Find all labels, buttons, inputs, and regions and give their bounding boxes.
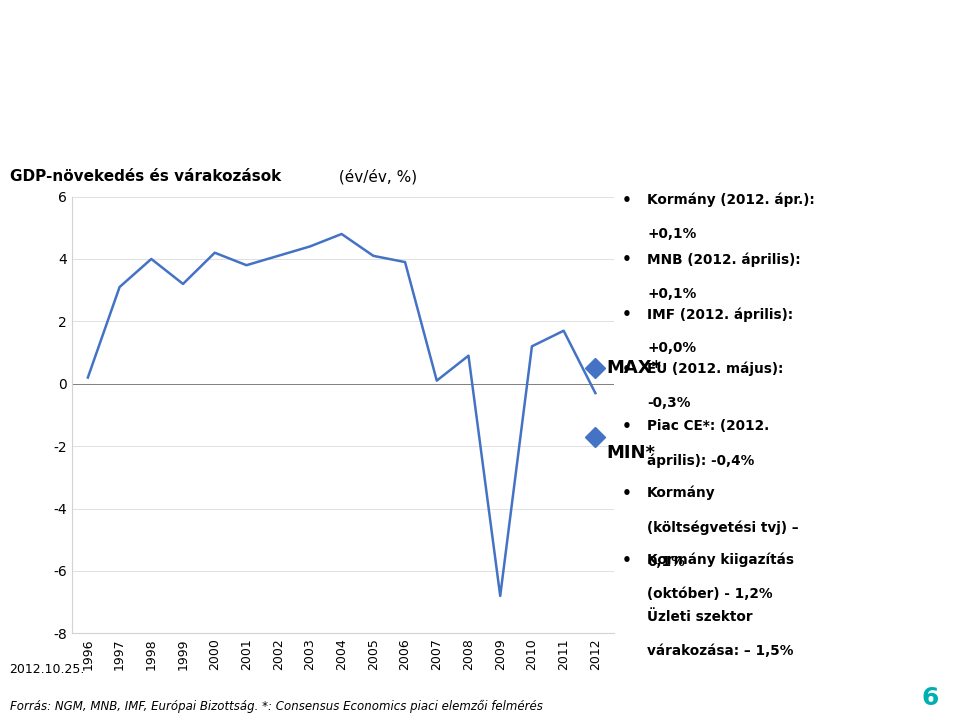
Text: Kormány: Kormány bbox=[647, 486, 715, 500]
Text: +0,0%: +0,0% bbox=[647, 341, 696, 355]
Text: (költségvetési tvj) –: (költségvetési tvj) – bbox=[647, 521, 799, 535]
Text: •: • bbox=[622, 419, 632, 434]
Text: 0,1%: 0,1% bbox=[647, 555, 684, 569]
Text: EU (2012. május):: EU (2012. május): bbox=[647, 362, 783, 376]
Text: Üzleti szektor: Üzleti szektor bbox=[647, 610, 753, 624]
Text: (október) - 1,2%: (október) - 1,2% bbox=[647, 587, 773, 601]
Text: (év/év, %): (év/év, %) bbox=[334, 169, 418, 184]
Text: Forrás: NGM, MNB, IMF, Európai Bizottság. *: Consensus Economics piaci elemzői f: Forrás: NGM, MNB, IMF, Európai Bizottság… bbox=[10, 700, 542, 713]
Text: KÉRDÉS AZ, HOGY ÁTMENETI LESZ-E A RECESSZIÓ?: KÉRDÉS AZ, HOGY ÁTMENETI LESZ-E A RECESS… bbox=[132, 104, 769, 127]
Text: •: • bbox=[622, 486, 632, 501]
Text: •: • bbox=[622, 307, 632, 322]
Text: +0,1%: +0,1% bbox=[647, 287, 696, 301]
Text: -0,3%: -0,3% bbox=[647, 396, 690, 411]
Text: IDÉN VISSZAESÉS, JÖVŐRE STAGNÁLÁS VÁRHATÓ,: IDÉN VISSZAESÉS, JÖVŐRE STAGNÁLÁS VÁRHAT… bbox=[140, 36, 760, 60]
Text: •: • bbox=[622, 253, 632, 267]
Text: •: • bbox=[622, 362, 632, 377]
Text: IMF (2012. április):: IMF (2012. április): bbox=[647, 307, 793, 322]
Text: •: • bbox=[622, 193, 632, 207]
Text: Kormány kiigazítás: Kormány kiigazítás bbox=[647, 553, 794, 567]
Text: Kormány (2012. ápr.):: Kormány (2012. ápr.): bbox=[647, 193, 815, 207]
Text: MIN*: MIN* bbox=[607, 445, 656, 462]
Text: 2012.10.25.: 2012.10.25. bbox=[10, 663, 85, 676]
Text: •: • bbox=[622, 553, 632, 568]
Text: +0,1%: +0,1% bbox=[647, 227, 696, 241]
Text: MAX*: MAX* bbox=[607, 359, 661, 377]
Text: Piac CE*: (2012.: Piac CE*: (2012. bbox=[647, 419, 769, 433]
Text: április): -0,4%: április): -0,4% bbox=[647, 454, 755, 468]
Text: 6: 6 bbox=[922, 686, 939, 710]
Text: MNB (2012. április):: MNB (2012. április): bbox=[647, 253, 801, 266]
Text: várakozása: – 1,5%: várakozása: – 1,5% bbox=[647, 644, 793, 658]
Text: GDP-növekedés és várakozások: GDP-növekedés és várakozások bbox=[10, 169, 281, 184]
